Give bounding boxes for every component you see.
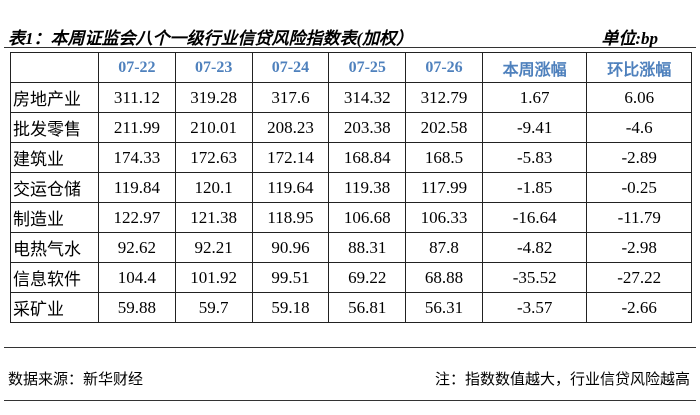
- column-header: 07-25: [328, 52, 407, 83]
- cell: 90.96: [251, 232, 330, 263]
- cell: -11.79: [586, 202, 692, 233]
- cell: 99.51: [251, 262, 330, 293]
- cell: 106.68: [328, 202, 407, 233]
- cell: -2.98: [586, 232, 692, 263]
- column-header: 07-24: [251, 52, 330, 83]
- cell: 56.31: [405, 292, 483, 323]
- table-title: 表1：本周证监会八个一级行业信贷风险指数表(加权）: [8, 29, 414, 48]
- cell: -1.85: [481, 172, 588, 203]
- column-header: 07-26: [405, 52, 483, 83]
- column-header: 本周涨幅: [481, 52, 588, 83]
- table-row: 房地产业 311.12 319.28 317.6 314.32 312.79 1.67 6.0…: [10, 82, 692, 113]
- row-label: 交运仓储: [10, 172, 99, 203]
- cell: -5.83: [481, 142, 588, 173]
- column-header: [10, 52, 99, 83]
- row-label: 批发零售: [10, 112, 99, 143]
- cell: 56.81: [328, 292, 407, 323]
- cell: 101.92: [174, 262, 253, 293]
- table-row: 交运仓储 119.84 120.1 119.64 119.38 117.99 -1.85 -0…: [10, 172, 692, 203]
- cell: -2.89: [586, 142, 692, 173]
- unit-label: 单位:bp: [601, 29, 658, 48]
- cell: 174.33: [98, 142, 176, 173]
- row-label: 信息软件: [10, 262, 99, 293]
- row-label: 电热气水: [10, 232, 99, 263]
- cell: 208.23: [251, 112, 330, 143]
- cell: -9.41: [481, 112, 588, 143]
- column-header: 07-23: [174, 52, 253, 83]
- cell: 119.84: [98, 172, 176, 203]
- cell: -16.64: [481, 202, 588, 233]
- cell: -2.66: [586, 292, 692, 323]
- cell: 59.7: [174, 292, 253, 323]
- cell: 68.88: [405, 262, 483, 293]
- cell: -4.6: [586, 112, 692, 143]
- data-table: 07-22 07-23 07-24 07-25 07-26 本周涨幅 环比涨幅 房地产业 311…: [10, 52, 692, 323]
- cell: 203.38: [328, 112, 407, 143]
- column-header: 07-22: [98, 52, 176, 83]
- table-row: 批发零售 211.99 210.01 208.23 203.38 202.58 -9.41-…: [10, 112, 692, 143]
- cell: 92.62: [98, 232, 176, 263]
- cell: 210.01: [174, 112, 253, 143]
- table-row: 电热气水 92.62 92.21 90.96 88.31 87.8 -4.82 -2.98: [10, 232, 692, 263]
- table-row: 采矿业 59.88 59.7 59.18 56.81 56.31 -3.57 -2.66: [10, 292, 692, 323]
- cell: 120.1: [174, 172, 253, 203]
- note: 注：指数数值越大，行业信贷风险越高: [434, 372, 690, 388]
- cell: 106.33: [405, 202, 483, 233]
- cell: 117.99: [405, 172, 483, 203]
- cell: -0.25: [586, 172, 692, 203]
- cell: 211.99: [98, 112, 176, 143]
- column-header: 环比涨幅: [586, 52, 692, 83]
- cell: 172.63: [174, 142, 253, 173]
- cell: 59.18: [251, 292, 330, 323]
- header-row: 07-22 07-23 07-24 07-25 07-26 本周涨幅 环比涨幅: [10, 52, 692, 83]
- cell: 172.14: [251, 142, 330, 173]
- cell: 92.21: [174, 232, 253, 263]
- row-label: 建筑业: [10, 142, 99, 173]
- source: 数据来源：新华财经: [8, 372, 144, 388]
- row-label: 房地产业: [10, 82, 99, 113]
- cell: 122.97: [98, 202, 176, 233]
- cell: 104.4: [98, 262, 176, 293]
- cell: 59.88: [98, 292, 176, 323]
- cell: 317.6: [251, 82, 330, 113]
- cell: 312.79: [405, 82, 483, 113]
- cell: 119.38: [328, 172, 407, 203]
- rule: [4, 347, 696, 348]
- cell: 311.12: [98, 82, 176, 113]
- cell: -4.82: [481, 232, 588, 263]
- cell: 121.38: [174, 202, 253, 233]
- table-row: 建筑业 174.33 172.63 172.14 168.84 168.5 -5.83 -2.…: [10, 142, 692, 173]
- cell: -27.22: [586, 262, 692, 293]
- cell: 6.06: [586, 82, 692, 113]
- cell: -35.52: [481, 262, 588, 293]
- rule: [4, 400, 696, 401]
- cell: 118.95: [251, 202, 330, 233]
- cell: 119.64: [251, 172, 330, 203]
- cell: 168.5: [405, 142, 483, 173]
- cell: 88.31: [328, 232, 407, 263]
- cell: 319.28: [174, 82, 253, 113]
- row-label: 采矿业: [10, 292, 99, 323]
- table-row: 制造业 122.97 121.38 118.95 106.68 106.33 -16.64-…: [10, 202, 692, 233]
- cell: 1.67: [481, 82, 588, 113]
- row-label: 制造业: [10, 202, 99, 233]
- cell: -3.57: [481, 292, 588, 323]
- cell: 87.8: [405, 232, 483, 263]
- cell: 202.58: [405, 112, 483, 143]
- cell: 69.22: [328, 262, 407, 293]
- cell: 314.32: [328, 82, 407, 113]
- table-row: 信息软件 104.4 101.92 99.51 69.22 68.88 -35.52 -27.…: [10, 262, 692, 293]
- rule: [4, 47, 696, 48]
- cell: 168.84: [328, 142, 407, 173]
